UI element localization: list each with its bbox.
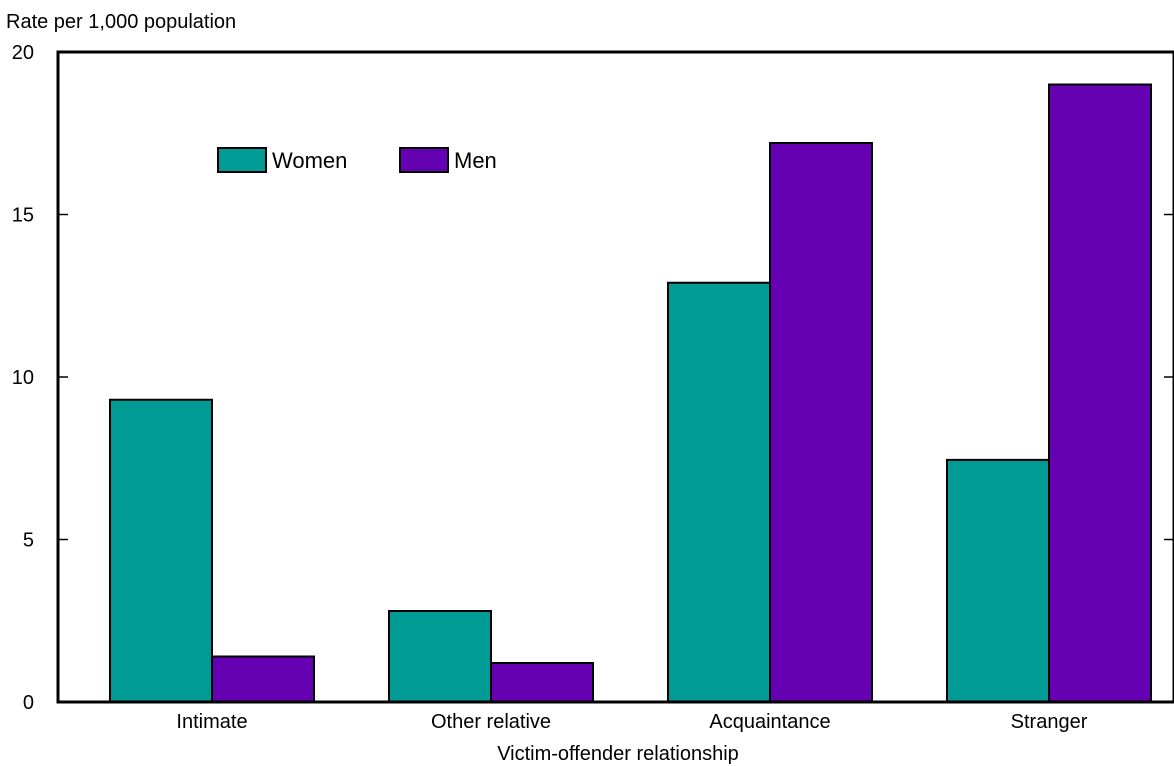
legend-swatch-men: [399, 147, 449, 173]
legend-swatch-women: [217, 147, 267, 173]
x-tick-labels-group: Intimate Other relative Acquaintance Strang…: [176, 711, 1087, 733]
x-axis-label: Victim-offender relationship: [497, 743, 739, 765]
bar-women-stranger: [946, 458, 1050, 703]
legend-label-men: Men: [454, 148, 497, 173]
y-tick-label: 10: [12, 367, 34, 389]
y-tick-label: 15: [12, 205, 34, 227]
bar-women-other-relative: [388, 610, 492, 703]
plot-frame: [56, 50, 1174, 704]
bar-men-intimate: [211, 655, 315, 703]
y-tick-label: 0: [23, 692, 34, 714]
x-tick-label: Intimate: [176, 711, 247, 733]
bar-men-other-relative: [490, 662, 594, 703]
y-ticks-group: 0 5 10 15 20: [12, 42, 1174, 714]
bar-men-stranger: [1048, 83, 1152, 703]
bar-women-acquaintance: [667, 281, 771, 703]
legend: Women Men: [217, 147, 497, 173]
y-tick-label: 5: [23, 530, 34, 552]
bar-women-intimate: [109, 398, 213, 703]
x-tick-label: Stranger: [1011, 711, 1088, 733]
x-tick-label: Other relative: [431, 711, 551, 733]
bar-men-acquaintance: [769, 142, 873, 703]
y-axis-label: Rate per 1,000 population: [6, 11, 236, 33]
x-tick-label: Acquaintance: [709, 711, 830, 733]
y-tick-label: 20: [12, 42, 34, 64]
legend-label-women: Women: [272, 148, 347, 173]
bars-group: [109, 83, 1152, 703]
